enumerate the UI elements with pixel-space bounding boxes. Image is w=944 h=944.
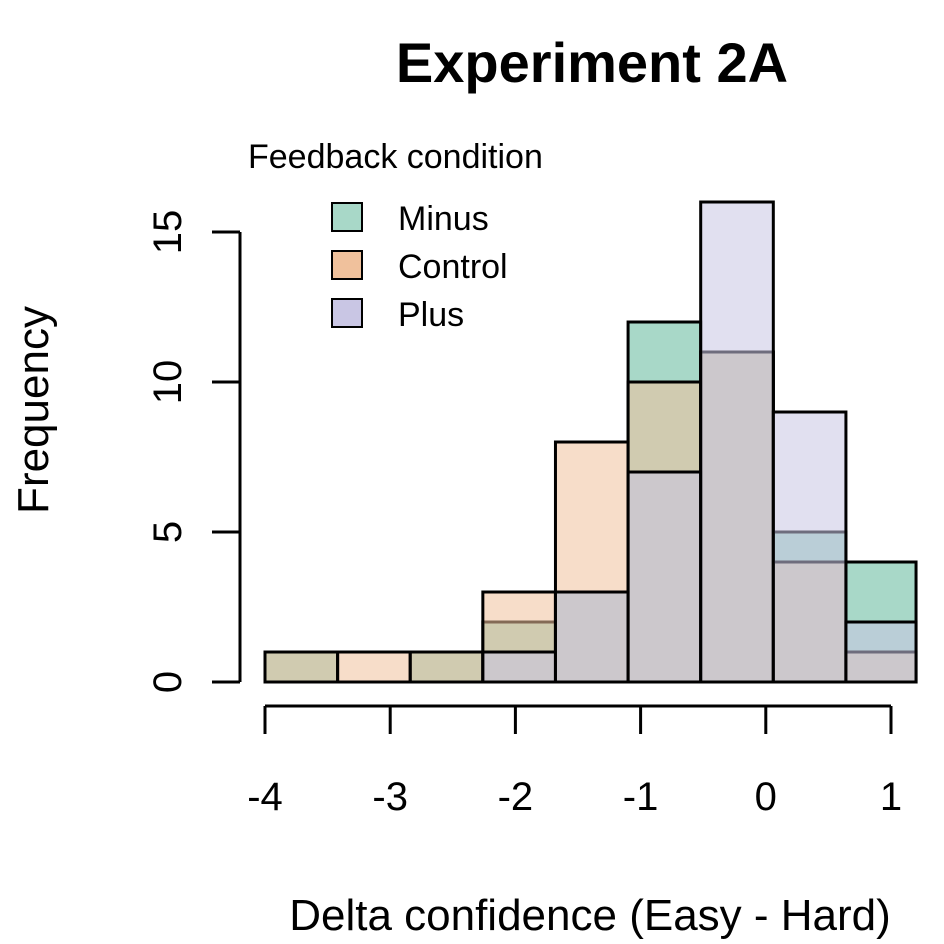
x-tick-label--1: -1 (623, 775, 659, 819)
x-axis-label: Delta confidence (Easy - Hard) (289, 891, 891, 940)
bar-plus-8 (844, 620, 918, 684)
x-tick-label--4: -4 (247, 775, 283, 819)
x-axis: -4 -3 -2 -1 0 1 (247, 704, 902, 819)
legend-swatch-control (331, 250, 363, 280)
y-axis: 0 5 10 15 (146, 210, 242, 693)
legend-label-minus: Minus (398, 200, 489, 238)
y-tick-label-0: 0 (146, 671, 190, 693)
x-tick-label--2: -2 (498, 775, 534, 819)
bar-plus-6 (699, 200, 775, 684)
bar-control-1 (336, 650, 412, 684)
legend-title: Feedback condition (248, 138, 543, 176)
legend-swatch-plus (331, 298, 363, 328)
legend-label-control: Control (398, 248, 508, 286)
legend-label-plus: Plus (398, 296, 464, 334)
legend: Feedback condition Minus Control Plus (248, 138, 543, 334)
y-axis-label: Frequency (9, 306, 58, 514)
legend-swatch-minus (331, 202, 363, 232)
bar-control-0 (263, 650, 340, 684)
y-tick-label-15: 15 (146, 210, 190, 255)
y-tick-label-5: 5 (146, 521, 190, 543)
series-plus (481, 200, 918, 684)
chart-title: Experiment 2A (396, 31, 788, 94)
bar-plus-5 (626, 470, 703, 684)
bar-plus-7 (771, 410, 848, 684)
x-tick-label-0: 0 (755, 775, 777, 819)
bar-control-2 (408, 650, 485, 684)
bar-plus-4 (553, 590, 630, 684)
bar-plus-3 (481, 650, 557, 684)
bars-group (263, 200, 918, 684)
y-tick-label-10: 10 (146, 360, 190, 405)
x-tick-label-1: 1 (880, 775, 902, 819)
x-tick-label--3: -3 (372, 775, 408, 819)
